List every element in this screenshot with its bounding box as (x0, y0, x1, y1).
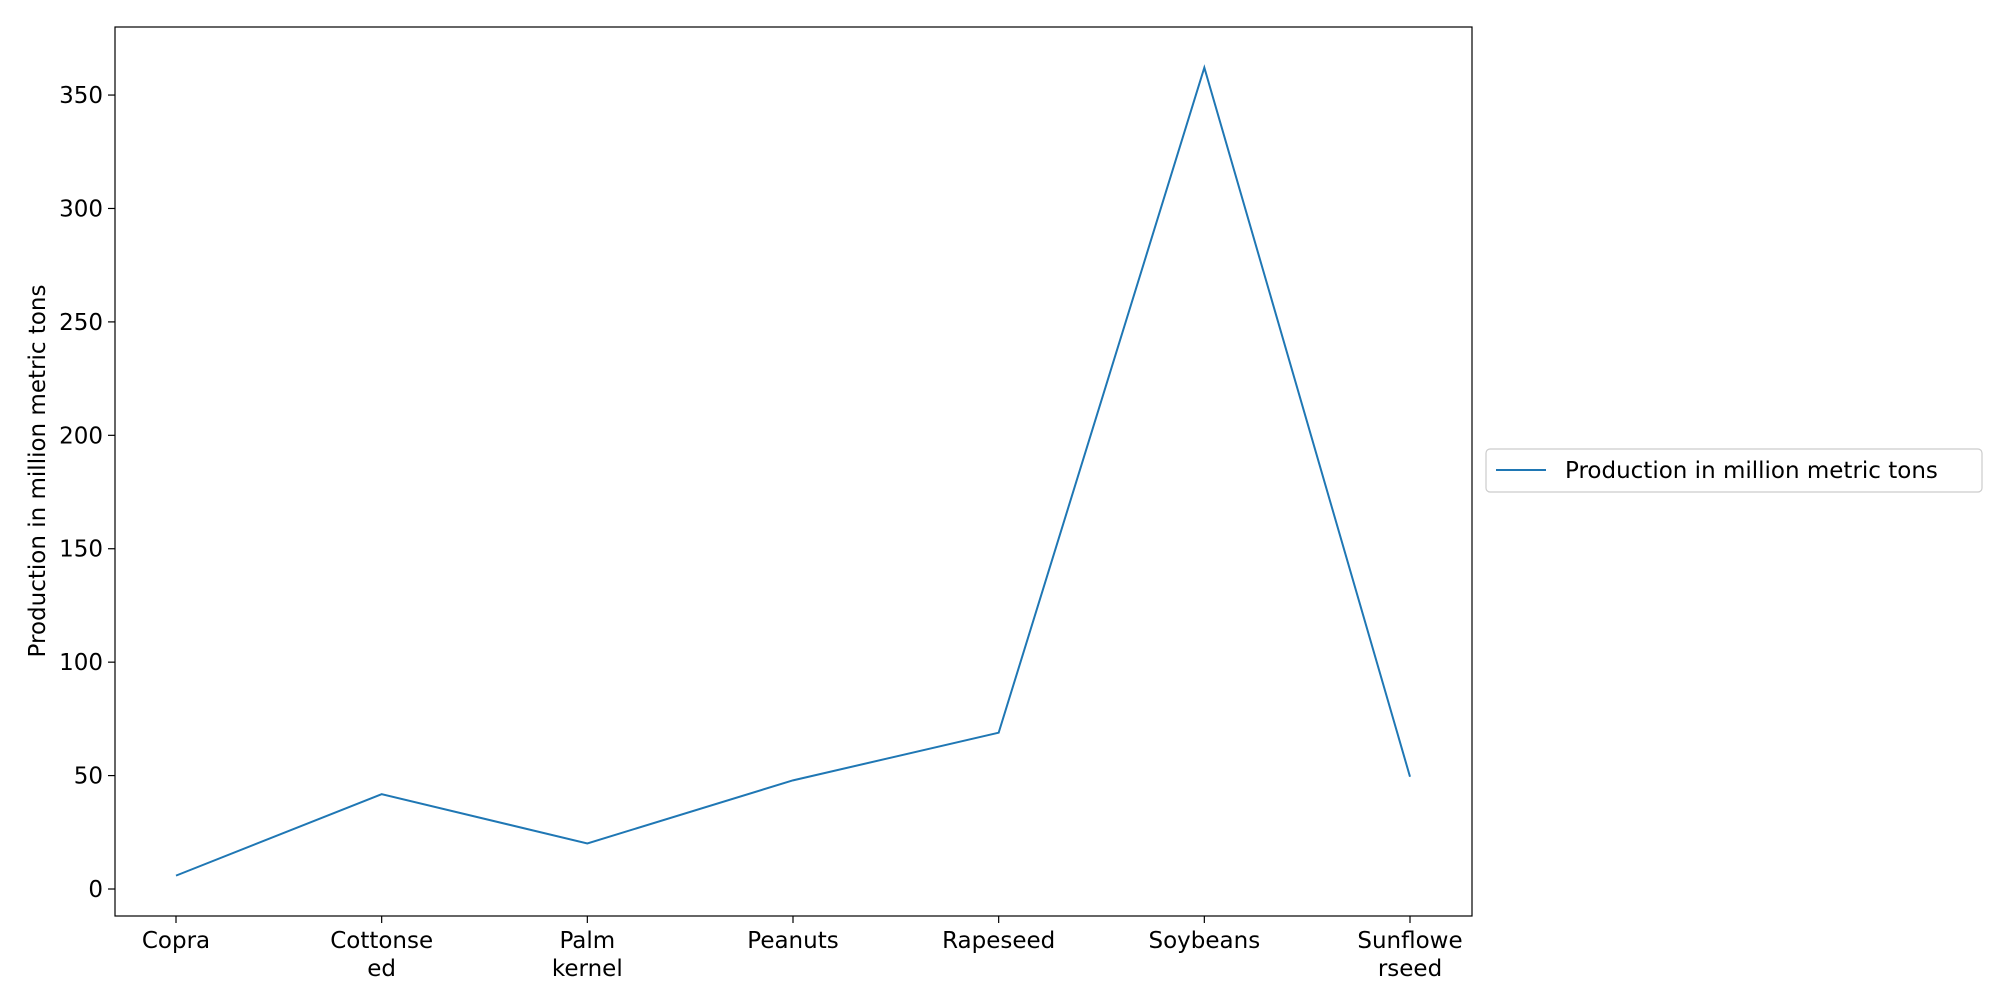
x-axis: Copra Cottonse ed Palm kernel Peanuts Rapeseed… (142, 916, 1463, 982)
y-tick-label: 150 (59, 537, 103, 563)
y-tick-label: 100 (59, 650, 103, 676)
plot-area-frame (114, 26, 1473, 917)
x-tick-label: Cottonse ed (330, 928, 433, 982)
y-axis: 0 50 100 150 200 250 300 350 (59, 83, 115, 903)
x-tick-label: Sunflowe rseed (1357, 928, 1462, 982)
legend: Production in million metric tons (1485, 448, 1983, 493)
x-tick-label: Soybeans (1148, 928, 1260, 954)
y-tick-label: 200 (59, 423, 103, 449)
x-tick-label: Rapeseed (942, 928, 1055, 954)
x-tick-label: Palm kernel (552, 928, 623, 982)
series-line (175, 64, 1411, 877)
x-tick-label: Copra (142, 928, 210, 954)
legend-frame (1485, 448, 1983, 493)
y-axis-title: Production in million metric tons (25, 285, 51, 658)
y-tick-label: 300 (59, 196, 103, 222)
x-tick-label: Peanuts (747, 928, 838, 954)
y-tick-label: 250 (59, 310, 103, 336)
y-tick-label: 0 (88, 877, 103, 903)
y-tick-label: 50 (74, 764, 103, 790)
legend-label: Production in million metric tons (1565, 458, 1938, 484)
series-layer (175, 64, 1411, 877)
y-tick-label: 350 (59, 83, 103, 109)
